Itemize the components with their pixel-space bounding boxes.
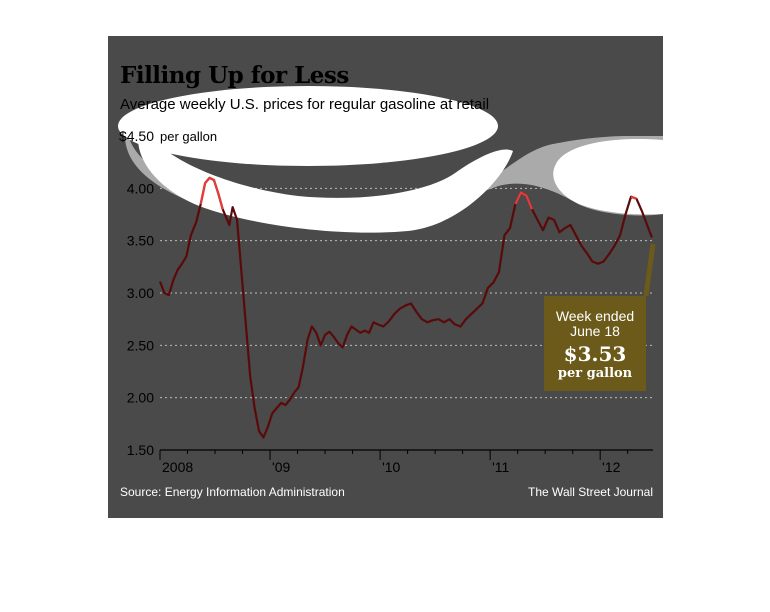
y-tick-label: 1.50 (127, 442, 154, 458)
headline-bubble-top (118, 86, 498, 166)
chart-title: Filling Up for Less (120, 62, 349, 89)
price-series (158, 176, 653, 439)
callout-label-line1: Week ended (555, 308, 635, 324)
headline-band (118, 86, 663, 233)
y-tick-label: 3.50 (127, 233, 154, 249)
y-tick-label: 4.00 (127, 180, 154, 196)
callout-value: $3.53 (563, 341, 627, 366)
x-axis: 2008 '09 '10 '11 '12 (159, 449, 653, 475)
publisher-credit: The Wall Street Journal (528, 485, 653, 499)
headline-bubble-right (553, 139, 663, 215)
chart-subtitle: Average weekly U.S. prices for regular g… (120, 96, 490, 113)
y-tick-label: 2.00 (127, 390, 154, 406)
latest-value-callout: Week ended June 18 $3.53 per gallon (544, 296, 646, 391)
chart-panel: $4.50 4.00 3.50 3.00 2.50 2.00 1.50 per gallon… (108, 36, 663, 518)
y-axis-unit: per gallon (160, 129, 217, 144)
headline-bubble-left (138, 121, 513, 233)
x-tick-label: '11 (492, 459, 509, 475)
x-tick-label: 2008 (162, 459, 193, 475)
x-tick-label: '10 (382, 459, 400, 475)
series-highlight (630, 195, 637, 200)
series-line (158, 176, 653, 439)
x-tick-label: '09 (272, 459, 290, 475)
source-note: Source: Energy Information Administratio… (120, 485, 345, 499)
callout-label-line2: June 18 (570, 323, 620, 340)
series-highlight (199, 176, 224, 210)
y-tick-label: 3.00 (127, 285, 154, 301)
callout-pointer (643, 243, 656, 297)
series-highlight (514, 191, 533, 210)
y-tick-label: $4.50 (119, 128, 154, 144)
x-tick-label: '12 (602, 459, 620, 475)
callout-unit: per gallon (557, 365, 633, 381)
y-axis-labels: $4.50 4.00 3.50 3.00 2.50 2.00 1.50 (119, 128, 154, 458)
chart-canvas: $4.50 4.00 3.50 3.00 2.50 2.00 1.50 per gallon… (118, 86, 663, 475)
y-tick-label: 2.50 (127, 337, 154, 353)
